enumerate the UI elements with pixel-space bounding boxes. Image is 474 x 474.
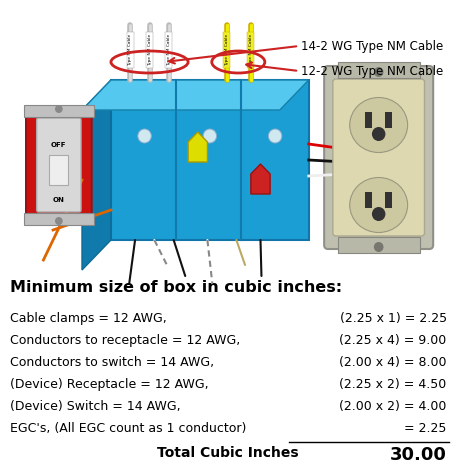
Text: 12-2 WG Type NM Cable: 12-2 WG Type NM Cable [301, 65, 443, 78]
Circle shape [374, 242, 383, 252]
Text: EGC's, (All EGC count as 1 conductor): EGC's, (All EGC count as 1 conductor) [9, 422, 246, 435]
Bar [337, 237, 419, 253]
Bar [365, 192, 372, 208]
Text: (2.25 x 1) = 2.25: (2.25 x 1) = 2.25 [339, 312, 447, 325]
FancyBboxPatch shape [324, 66, 433, 249]
Bar [24, 213, 93, 225]
Text: Conductors to receptacle = 12 AWG,: Conductors to receptacle = 12 AWG, [9, 334, 240, 347]
Text: (2.25 x 4) = 9.00: (2.25 x 4) = 9.00 [339, 334, 447, 347]
Polygon shape [82, 80, 111, 270]
Circle shape [55, 217, 63, 225]
Text: OFF: OFF [51, 142, 67, 148]
Text: Minimum size of box in cubic inches:: Minimum size of box in cubic inches: [9, 280, 342, 295]
Bar [385, 192, 392, 208]
Bar [24, 105, 93, 117]
Text: Type NM Cable: Type NM Cable [249, 34, 253, 66]
Ellipse shape [350, 98, 408, 153]
Text: Conductors to switch = 14 AWG,: Conductors to switch = 14 AWG, [9, 356, 214, 369]
Bar [337, 62, 419, 78]
Circle shape [203, 129, 217, 143]
Circle shape [55, 105, 63, 113]
Ellipse shape [350, 177, 408, 233]
Text: (2.00 x 2) = 4.00: (2.00 x 2) = 4.00 [339, 400, 447, 413]
Text: 30.00: 30.00 [390, 446, 447, 464]
Text: 14-2 WG Type NM Cable: 14-2 WG Type NM Cable [301, 40, 443, 53]
Text: (2.00 x 4) = 8.00: (2.00 x 4) = 8.00 [339, 356, 447, 369]
Text: Cable clamps = 12 AWG,: Cable clamps = 12 AWG, [9, 312, 166, 325]
Bar [365, 112, 372, 128]
Bar [111, 80, 309, 240]
Bar [385, 112, 392, 128]
Text: Type NM Cable: Type NM Cable [167, 34, 171, 66]
Polygon shape [251, 164, 270, 194]
Text: (Device) Switch = 14 AWG,: (Device) Switch = 14 AWG, [9, 400, 180, 413]
Polygon shape [188, 132, 208, 162]
Text: Type NM Cable: Type NM Cable [225, 34, 229, 66]
Polygon shape [82, 80, 309, 110]
FancyBboxPatch shape [333, 79, 425, 236]
Circle shape [138, 129, 151, 143]
Bar [49, 155, 69, 185]
Text: Type NM Cable: Type NM Cable [128, 34, 132, 66]
Text: Total Cubic Inches: Total Cubic Inches [157, 446, 299, 460]
Text: Type NM Cable: Type NM Cable [147, 34, 152, 66]
FancyBboxPatch shape [26, 107, 91, 223]
Text: (2.25 x 2) = 4.50: (2.25 x 2) = 4.50 [339, 378, 447, 391]
Text: = 2.25: = 2.25 [404, 422, 447, 435]
Circle shape [268, 129, 282, 143]
Text: ON: ON [53, 197, 65, 203]
Circle shape [372, 207, 385, 221]
FancyBboxPatch shape [36, 118, 81, 212]
Text: (Device) Receptacle = 12 AWG,: (Device) Receptacle = 12 AWG, [9, 378, 208, 391]
Circle shape [372, 127, 385, 141]
Circle shape [374, 67, 383, 77]
